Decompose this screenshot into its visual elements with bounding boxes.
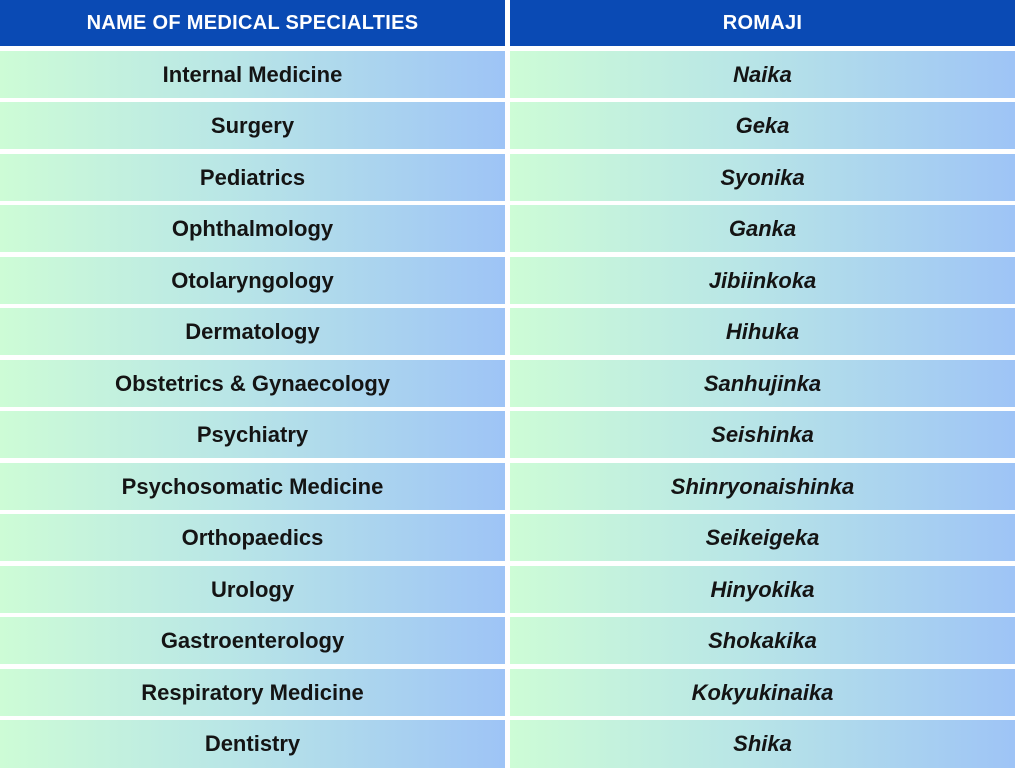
specialty-cell: Internal Medicine	[0, 51, 505, 98]
specialty-cell: Respiratory Medicine	[0, 669, 505, 716]
table-row: Internal Medicine Naika	[0, 51, 1015, 98]
romaji-cell: Hinyokika	[510, 566, 1015, 613]
table-header: NAME OF MEDICAL SPECIALTIES ROMAJI	[0, 0, 1015, 46]
table-row: Obstetrics & Gynaecology Sanhujinka	[0, 360, 1015, 407]
romaji-cell: Seikeigeka	[510, 514, 1015, 561]
table-row: Orthopaedics Seikeigeka	[0, 514, 1015, 561]
table-row: Psychosomatic Medicine Shinryonaishinka	[0, 463, 1015, 510]
specialty-cell: Dermatology	[0, 308, 505, 355]
table-row: Urology Hinyokika	[0, 566, 1015, 613]
table-row: Dentistry Shika	[0, 720, 1015, 768]
table-row: Ophthalmology Ganka	[0, 205, 1015, 252]
romaji-cell: Jibiinkoka	[510, 257, 1015, 304]
romaji-cell: Kokyukinaika	[510, 669, 1015, 716]
table-row: Respiratory Medicine Kokyukinaika	[0, 669, 1015, 716]
romaji-cell: Hihuka	[510, 308, 1015, 355]
romaji-cell: Geka	[510, 102, 1015, 149]
specialty-cell: Surgery	[0, 102, 505, 149]
specialty-cell: Gastroenterology	[0, 617, 505, 664]
romaji-cell: Shika	[510, 720, 1015, 768]
table-row: Dermatology Hihuka	[0, 308, 1015, 355]
romaji-cell: Sanhujinka	[510, 360, 1015, 407]
table-row: Surgery Geka	[0, 102, 1015, 149]
specialty-cell: Urology	[0, 566, 505, 613]
specialty-cell: Psychosomatic Medicine	[0, 463, 505, 510]
romaji-cell: Shokakika	[510, 617, 1015, 664]
table-row: Psychiatry Seishinka	[0, 411, 1015, 458]
table-row: Otolaryngology Jibiinkoka	[0, 257, 1015, 304]
specialty-cell: Obstetrics & Gynaecology	[0, 360, 505, 407]
table-row: Pediatrics Syonika	[0, 154, 1015, 201]
header-romaji: ROMAJI	[510, 0, 1015, 46]
specialty-cell: Psychiatry	[0, 411, 505, 458]
specialty-cell: Dentistry	[0, 720, 505, 768]
specialty-cell: Otolaryngology	[0, 257, 505, 304]
romaji-cell: Seishinka	[510, 411, 1015, 458]
table-row: Gastroenterology Shokakika	[0, 617, 1015, 664]
romaji-cell: Ganka	[510, 205, 1015, 252]
specialty-cell: Orthopaedics	[0, 514, 505, 561]
specialty-cell: Pediatrics	[0, 154, 505, 201]
romaji-cell: Syonika	[510, 154, 1015, 201]
specialty-cell: Ophthalmology	[0, 205, 505, 252]
header-specialty-name: NAME OF MEDICAL SPECIALTIES	[0, 0, 505, 46]
romaji-cell: Naika	[510, 51, 1015, 98]
romaji-cell: Shinryonaishinka	[510, 463, 1015, 510]
